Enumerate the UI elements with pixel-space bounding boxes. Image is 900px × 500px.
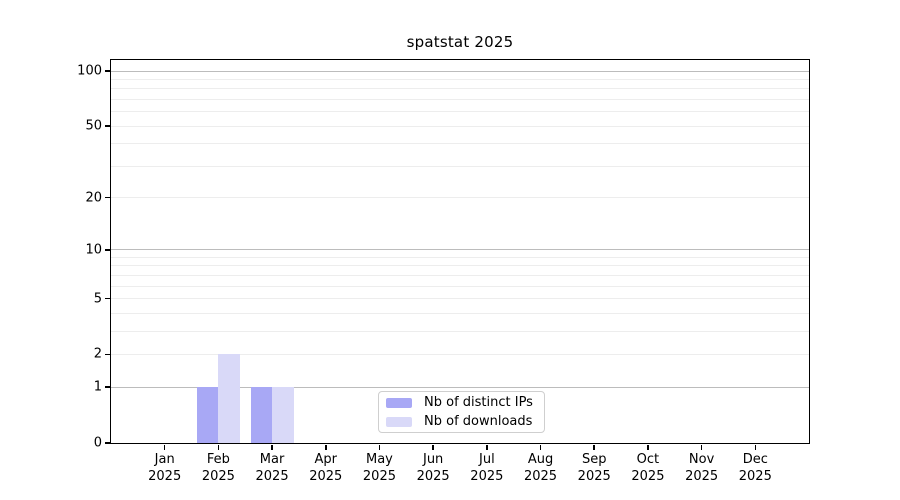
y-axis-tick-label: 0 [93,435,102,451]
legend-item-distinct-ips: Nb of distinct IPs [386,395,536,410]
y-axis-tick-label: 20 [85,190,102,206]
month-label: Jun [422,452,444,467]
gridline-minor [111,265,809,267]
gridline-minor [111,312,809,314]
gridline-minor [111,274,809,276]
x-axis-tick [163,444,166,450]
x-axis-tick-label: Oct 2025 [618,451,678,485]
bar-downloads-mar [272,387,294,443]
x-axis-tick [700,444,703,450]
y-axis-tick-label: 50 [85,118,102,134]
month-label: Jan [154,452,175,467]
month-label: Nov [688,452,715,467]
x-axis-tick [432,444,434,450]
x-axis-tick [593,444,595,450]
gridline-minor [111,99,809,101]
year-label: 2025 [255,469,289,484]
year-label: 2025 [738,469,772,484]
x-axis-tick-label: Apr 2025 [296,451,356,485]
y-axis-tick [104,125,110,127]
year-label: 2025 [470,469,504,484]
x-axis-tick-label: Nov 2025 [672,451,732,485]
bar-distinct-ips-mar [250,387,273,443]
gridline-minor [111,298,809,300]
gridline-major [111,249,809,251]
x-axis-tick [378,444,381,450]
gridline-minor [111,111,809,113]
y-axis-tick [104,353,110,356]
y-axis-tick [104,70,110,72]
month-label: Sep [581,452,607,467]
x-axis-tick [217,444,220,450]
y-axis-tick [104,297,110,300]
x-axis-tick-label: Feb 2025 [188,451,248,485]
y-axis-tick [104,386,110,388]
month-label: Oct [636,452,660,467]
bar-downloads-feb [218,354,240,443]
y-axis-tick-label: 5 [93,291,102,307]
y-axis-tick-label: 100 [77,63,102,79]
month-label: May [366,452,393,467]
year-label: 2025 [148,469,182,484]
month-label: Aug [527,452,554,467]
x-axis-tick-label: Jul 2025 [457,451,517,485]
year-label: 2025 [577,469,611,484]
gridline-major [111,70,809,72]
x-axis-tick-label: Jan 2025 [135,451,195,485]
legend-item-downloads: Nb of downloads [386,414,536,429]
year-label: 2025 [201,469,235,484]
gridline-minor [111,256,809,258]
legend-label-downloads: Nb of downloads [424,414,533,429]
year-label: 2025 [362,469,396,484]
gridline-minor [111,165,809,167]
gridline-minor [111,125,809,127]
x-axis-tick-label: Jun 2025 [403,451,463,485]
gridline-minor [111,285,809,287]
legend-swatch-distinct-ips [386,397,412,408]
year-label: 2025 [523,469,558,484]
legend-swatch-downloads [386,416,412,427]
x-axis-tick-label: Sep 2025 [564,451,624,485]
year-label: 2025 [309,469,343,484]
gridline-minor [111,197,809,199]
x-axis-tick-label: Mar 2025 [242,451,302,485]
month-label: Dec [742,452,768,467]
month-label: Feb [206,452,230,467]
legend: Nb of distinct IPs Nb of downloads [378,391,545,433]
legend-label-distinct-ips: Nb of distinct IPs [424,395,533,410]
x-axis-tick-label: Dec 2025 [725,451,785,485]
gridline-minor [111,143,809,145]
year-label: 2025 [685,469,719,484]
x-axis-tick [647,444,649,450]
x-axis-tick [539,444,542,450]
month-label: Mar [259,452,285,467]
year-label: 2025 [416,469,450,484]
month-label: Apr [314,452,338,467]
y-axis-tick [104,196,110,199]
x-axis-tick-label: Aug 2025 [511,451,571,485]
gridline-minor [111,330,809,332]
y-axis-tick [104,249,110,251]
x-axis-tick [486,444,488,450]
y-axis-tick-label: 1 [93,379,102,395]
x-axis-tick [271,444,273,450]
bar-distinct-ips-feb [196,387,219,443]
year-label: 2025 [631,469,665,484]
gridline-minor [111,88,809,90]
y-axis-tick-label: 10 [85,242,102,258]
gridline-minor [111,353,809,355]
x-axis-tick [325,444,327,450]
y-axis-tick [104,442,110,444]
x-axis-tick-label: May 2025 [349,451,409,485]
month-label: Jul [479,452,495,467]
x-axis-tick [754,444,757,450]
y-axis-tick-label: 2 [93,346,102,362]
gridline-minor [111,79,809,81]
plot-area: 0 1 2 5 10 20 50 100 Jan 2025 Feb 2025 Mar 2025 Apr 202… [77,59,810,484]
chart-title: spatstat 2025 [406,33,514,51]
